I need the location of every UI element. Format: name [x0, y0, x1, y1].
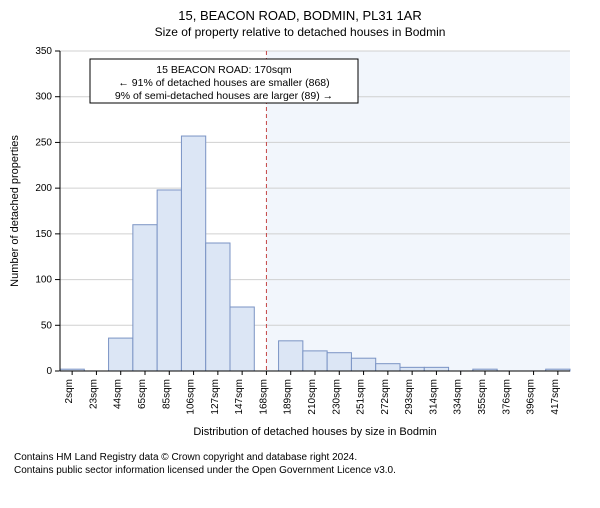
page-subtitle: Size of property relative to detached ho…: [0, 25, 600, 39]
annotation-line: ← 91% of detached houses are smaller (86…: [118, 77, 329, 89]
histogram-bar: [400, 367, 424, 371]
xtick-label: 127sqm: [210, 379, 221, 415]
ytick-label: 250: [35, 137, 52, 148]
histogram-bar: [279, 341, 303, 371]
xtick-label: 314sqm: [428, 379, 439, 415]
xtick-label: 396sqm: [526, 379, 537, 415]
histogram-bar: [157, 190, 181, 371]
ytick-label: 200: [35, 183, 52, 194]
histogram-bar: [181, 136, 205, 371]
xtick-label: 376sqm: [501, 379, 512, 415]
ytick-label: 0: [46, 366, 52, 377]
histogram-chart: 0 50 100 150 200 250 300 350 2sqm 23sqm 44sqm 65sqm…: [0, 45, 600, 445]
xtick-label: 210sqm: [307, 379, 318, 415]
ytick-label: 350: [35, 46, 52, 57]
annotation-line: 15 BEACON ROAD: 170sqm: [156, 64, 292, 76]
xtick-label: 230sqm: [331, 379, 342, 415]
xtick-label: 293sqm: [404, 379, 415, 415]
histogram-bar: [424, 367, 448, 371]
xtick-label: 355sqm: [477, 379, 488, 415]
histogram-bar: [303, 351, 327, 371]
ytick-label: 50: [41, 320, 53, 331]
histogram-bar: [230, 307, 254, 371]
ytick-label: 100: [35, 275, 52, 286]
histogram-bar: [109, 338, 133, 371]
ytick-label: 300: [35, 92, 52, 103]
footer-line-2: Contains public sector information licen…: [14, 464, 600, 477]
histogram-bar: [351, 358, 375, 371]
histogram-bar: [206, 243, 230, 371]
xtick-label: 23sqm: [88, 379, 99, 409]
footer-attribution: Contains HM Land Registry data © Crown c…: [0, 445, 600, 477]
xtick-label: 417sqm: [550, 379, 561, 415]
xtick-label: 147sqm: [234, 379, 245, 415]
xtick-label: 65sqm: [137, 379, 148, 409]
xtick-label: 85sqm: [161, 379, 172, 409]
xtick-label: 272sqm: [380, 379, 391, 415]
xtick-label: 106sqm: [186, 379, 197, 415]
histogram-bar: [327, 353, 351, 371]
histogram-bar: [376, 364, 400, 371]
xtick-label: 251sqm: [356, 379, 367, 415]
xtick-label: 334sqm: [453, 379, 464, 415]
xtick-label: 168sqm: [258, 379, 269, 415]
xtick-label: 189sqm: [283, 379, 294, 415]
y-axis-label: Number of detached properties: [9, 135, 21, 287]
page-title: 15, BEACON ROAD, BODMIN, PL31 1AR: [0, 8, 600, 23]
ytick-label: 150: [35, 229, 52, 240]
footer-line-1: Contains HM Land Registry data © Crown c…: [14, 451, 600, 464]
annotation-line: 9% of semi-detached houses are larger (8…: [115, 90, 333, 102]
x-axis-label: Distribution of detached houses by size …: [193, 426, 436, 438]
histogram-bar: [133, 225, 157, 371]
xtick-label: 44sqm: [113, 379, 124, 409]
xtick-label: 2sqm: [64, 379, 75, 403]
